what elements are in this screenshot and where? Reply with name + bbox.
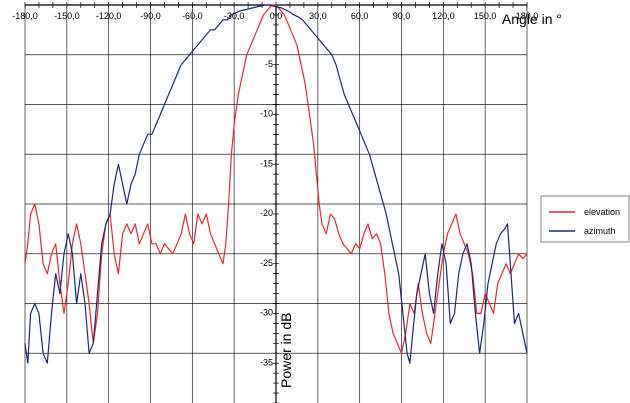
x-tick-label: -120,0	[96, 11, 122, 21]
x-tick-label: -30,0	[224, 11, 245, 21]
y-tick-labels: -5 -10 -15 -20 -25 -30 -35	[260, 59, 273, 368]
series-lines	[24, 4, 528, 364]
x-tick-label: -90,0	[140, 11, 161, 21]
series-line-azimuth	[24, 4, 528, 364]
y-tick-label: -25	[260, 258, 273, 268]
x-tick-label: -180,0	[12, 11, 38, 21]
y-tick-label: -20	[260, 208, 273, 218]
x-tick-label: 30,0	[309, 11, 327, 21]
x-axis-title: Angle in °	[502, 11, 562, 27]
y-tick-label: -30	[260, 308, 273, 318]
legend-box	[540, 195, 630, 243]
x-tick-label: 150,0	[474, 11, 497, 21]
x-tick-label: 180,0	[516, 11, 539, 21]
y-tick-label: -10	[260, 109, 273, 119]
x-tick-label: -150,0	[54, 11, 80, 21]
legend-label-elevation: elevation	[584, 207, 620, 217]
x-tick-label: 120,0	[432, 11, 455, 21]
legend: elevation azimuth	[540, 195, 630, 243]
y-tick-label: -35	[260, 357, 273, 367]
legend-label-azimuth: azimuth	[584, 226, 616, 236]
x-tick-label: 0,0	[270, 11, 283, 21]
x-tick-label: 60,0	[351, 11, 369, 21]
y-tick-label: -5	[265, 59, 273, 69]
x-tick-label: -60,0	[182, 11, 203, 21]
y-tick-label: -15	[260, 158, 273, 168]
x-tick-label: 90,0	[393, 11, 411, 21]
x-tick-labels: -180,0 -150,0 -120,0 -90,0 -60,0 -30,0 0,0 30,0…	[12, 11, 538, 21]
y-axis-title: Power in dB	[278, 313, 294, 388]
